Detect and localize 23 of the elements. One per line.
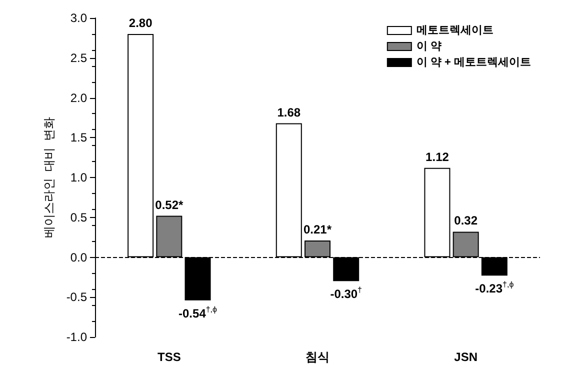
legend-label: 메토트렉세이트 [416, 24, 494, 36]
y-tick-label: -1.0 [66, 330, 88, 344]
y-tick-label: 1.0 [70, 170, 88, 184]
x-tick-label: JSN [454, 350, 478, 364]
y-tick-label: 2.5 [70, 50, 88, 65]
y-tick-label: 2.0 [70, 90, 88, 105]
y-tick-label: 1.5 [70, 130, 88, 145]
data-label: 0.21* [303, 222, 332, 237]
y-axis-title: 베이스라인 대비 변화 [42, 116, 56, 238]
legend-label: 이 약 [416, 40, 442, 52]
data-label: 1.68 [277, 105, 301, 120]
y-tick-label: 3.0 [70, 11, 88, 25]
y-tick-label: 0.0 [70, 250, 88, 264]
data-label: -0.30† [330, 286, 362, 302]
y-tick-label: 0.5 [70, 210, 88, 224]
data-label: 1.12 [426, 150, 450, 164]
legend-label: 이 약 + 메토트렉세이트 [416, 56, 531, 68]
y-tick-label: -0.5 [66, 290, 88, 304]
x-tick-label: TSS [157, 350, 181, 364]
data-label: 0.32 [454, 214, 478, 228]
data-label: 2.80 [128, 16, 153, 30]
x-tick-label: 침식 [306, 350, 330, 364]
data-label: 0.52* [155, 198, 184, 212]
